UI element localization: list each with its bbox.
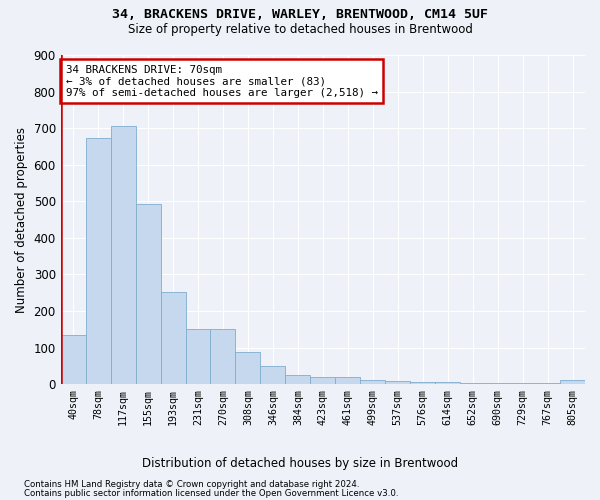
Bar — [360, 380, 385, 384]
Text: Contains public sector information licensed under the Open Government Licence v3: Contains public sector information licen… — [24, 489, 398, 498]
Text: Size of property relative to detached houses in Brentwood: Size of property relative to detached ho… — [128, 22, 472, 36]
Bar — [510, 383, 535, 384]
Bar — [110, 126, 136, 384]
Bar — [86, 138, 110, 384]
Bar — [435, 382, 460, 384]
Y-axis label: Number of detached properties: Number of detached properties — [15, 126, 28, 312]
Text: Contains HM Land Registry data © Crown copyright and database right 2024.: Contains HM Land Registry data © Crown c… — [24, 480, 359, 489]
Text: 34 BRACKENS DRIVE: 70sqm
← 3% of detached houses are smaller (83)
97% of semi-de: 34 BRACKENS DRIVE: 70sqm ← 3% of detache… — [66, 65, 378, 98]
Bar — [260, 366, 286, 384]
Text: 34, BRACKENS DRIVE, WARLEY, BRENTWOOD, CM14 5UF: 34, BRACKENS DRIVE, WARLEY, BRENTWOOD, C… — [112, 8, 488, 20]
Bar — [410, 382, 435, 384]
Bar — [286, 375, 310, 384]
Bar — [185, 330, 211, 384]
Bar — [211, 330, 235, 384]
Bar — [560, 380, 585, 384]
Bar — [485, 383, 510, 384]
Bar — [385, 381, 410, 384]
Bar — [335, 377, 360, 384]
Bar — [535, 383, 560, 384]
Bar — [61, 335, 86, 384]
Bar — [235, 352, 260, 384]
Bar — [161, 292, 185, 384]
Bar — [136, 204, 161, 384]
Text: Distribution of detached houses by size in Brentwood: Distribution of detached houses by size … — [142, 458, 458, 470]
Bar — [310, 377, 335, 384]
Bar — [460, 383, 485, 384]
